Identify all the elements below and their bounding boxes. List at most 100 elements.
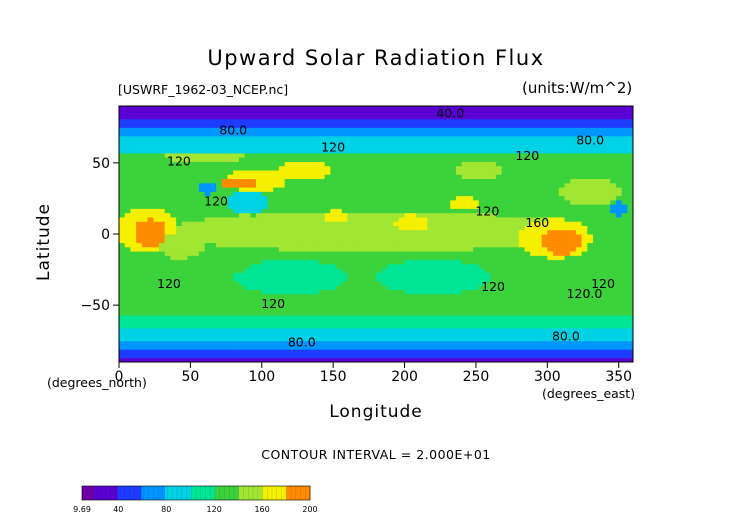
field-cell: [484, 161, 491, 167]
field-cell: [518, 178, 525, 184]
field-cell: [381, 204, 388, 209]
field-cell: [541, 323, 548, 329]
field-cell: [484, 310, 491, 316]
field-cell: [278, 327, 286, 333]
field-cell: [170, 344, 177, 350]
field-cell: [615, 135, 623, 141]
field-cell: [518, 238, 525, 244]
field-cell: [627, 182, 634, 188]
field-cell: [484, 187, 491, 192]
field-cell: [233, 310, 240, 316]
field-cell: [610, 152, 617, 158]
field-cell: [187, 251, 194, 256]
field-cell: [530, 204, 537, 209]
field-cell: [376, 327, 383, 333]
field-cell: [204, 123, 211, 128]
field-cell: [507, 178, 514, 184]
field-cell: [204, 182, 211, 188]
field-cell: [564, 268, 571, 273]
field-cell: [473, 298, 480, 303]
field-cell: [364, 344, 371, 350]
field-cell: [324, 306, 331, 312]
field-cell: [370, 182, 377, 188]
field-cell: [193, 191, 200, 197]
field-cell: [347, 323, 354, 329]
field-cell: [341, 272, 348, 278]
field-cell: [244, 251, 251, 256]
field-cell: [467, 302, 474, 308]
field-cell: [221, 259, 229, 265]
field-cell: [193, 187, 200, 192]
field-cell: [455, 161, 463, 167]
field-cell: [301, 349, 308, 354]
field-cell: [296, 327, 303, 333]
field-cell: [530, 353, 537, 359]
field-cell: [324, 174, 331, 180]
field-cell: [130, 315, 137, 320]
field-cell: [198, 344, 206, 350]
field-cell: [170, 161, 177, 167]
field-cell: [495, 208, 503, 214]
field-cell: [404, 268, 411, 273]
field-cell: [136, 140, 143, 145]
field-cell: [347, 302, 354, 308]
field-cell: [141, 302, 149, 308]
field-cell: [467, 340, 474, 346]
field-cell: [164, 336, 171, 342]
field-cell: [284, 293, 291, 299]
field-cell: [233, 285, 240, 290]
field-cell: [398, 135, 406, 141]
field-cell: [627, 306, 634, 312]
field-cell: [450, 246, 457, 252]
field-cell: [621, 140, 628, 145]
field-cell: [318, 268, 326, 273]
field-cell: [541, 293, 548, 299]
field-cell: [267, 165, 274, 171]
field-cell: [501, 187, 508, 192]
field-cell: [124, 229, 131, 235]
field-cell: [141, 268, 149, 273]
field-cell: [495, 285, 503, 290]
field-cell: [244, 127, 251, 133]
field-cell: [227, 255, 234, 261]
field-cell: [261, 357, 268, 363]
field-cell: [410, 174, 417, 180]
field-cell: [381, 251, 388, 256]
field-cell: [221, 195, 229, 201]
field-cell: [404, 182, 411, 188]
field-cell: [558, 161, 565, 167]
field-cell: [336, 276, 343, 282]
field-cell: [324, 298, 331, 303]
field-cell: [347, 140, 354, 145]
field-cell: [244, 161, 251, 167]
field-cell: [541, 327, 548, 333]
field-cell: [358, 216, 366, 222]
field-cell: [198, 349, 206, 354]
field-cell: [575, 234, 583, 239]
field-cell: [370, 131, 377, 137]
field-cell: [238, 319, 246, 325]
field-cell: [490, 195, 497, 201]
field-cell: [421, 306, 428, 312]
field-cell: [427, 140, 434, 145]
field-cell: [535, 298, 543, 303]
field-cell: [181, 306, 189, 312]
field-cell: [427, 216, 434, 222]
field-cell: [273, 187, 280, 192]
field-cell: [427, 199, 434, 205]
field-cell: [221, 229, 229, 235]
field-cell: [507, 280, 514, 286]
field-cell: [490, 280, 497, 286]
field-cell: [284, 349, 291, 354]
field-cell: [535, 208, 543, 214]
field-cell: [444, 148, 451, 154]
field-cell: [267, 340, 274, 346]
field-cell: [238, 315, 246, 320]
field-cell: [455, 344, 463, 350]
field-cell: [438, 178, 446, 184]
field-cell: [336, 148, 343, 154]
field-cell: [501, 285, 508, 290]
field-cell: [450, 251, 457, 256]
field-cell: [553, 306, 560, 312]
field-cell: [256, 259, 263, 265]
